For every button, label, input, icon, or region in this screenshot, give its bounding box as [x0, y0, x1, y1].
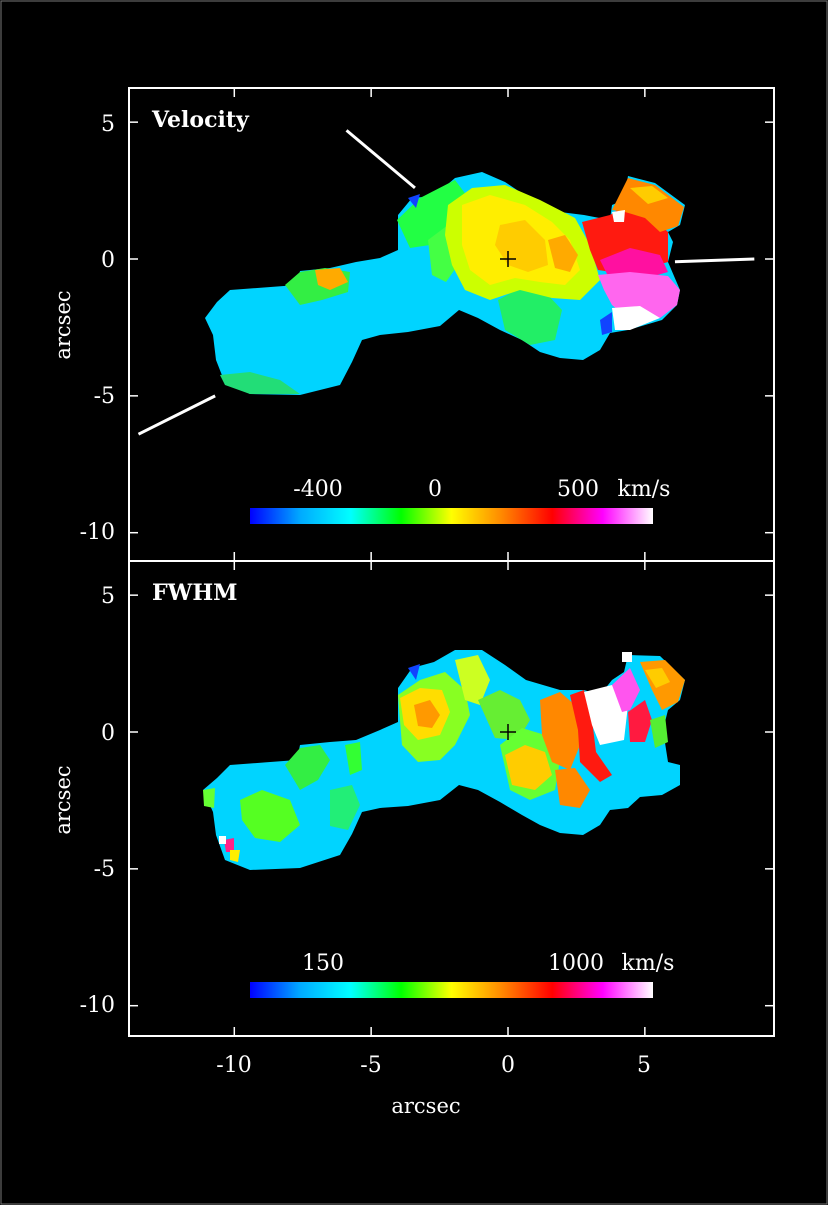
velocity-colorbar-unit: km/s — [618, 477, 671, 502]
velocity-panel-title: Velocity — [151, 107, 250, 133]
fwhm-map-region — [414, 700, 440, 728]
velocity-ytick-label: 5 — [101, 112, 115, 137]
annotation-lines — [137, 129, 755, 436]
annotation-line — [137, 394, 216, 436]
fwhm-colorbar-tick: 150 — [302, 951, 344, 976]
fwhm-xtick-label: -5 — [360, 1053, 381, 1078]
fwhm-map-region — [330, 785, 360, 830]
fwhm-ytick-label: 0 — [101, 721, 115, 746]
center-marker — [500, 251, 516, 267]
fwhm-xtick-label: 5 — [637, 1053, 651, 1078]
fwhm-map-region — [612, 668, 640, 712]
velocity-map-region — [600, 312, 612, 335]
fwhm-map-region — [505, 745, 552, 790]
fwhm-map-region — [455, 655, 490, 705]
velocity-ytick-label: 0 — [101, 248, 115, 273]
fwhm-map-region — [408, 664, 420, 680]
fwhm-map-region — [478, 690, 530, 740]
velocity-ticks — [129, 88, 774, 561]
velocity-colorbar-tick: -400 — [293, 477, 342, 502]
fwhm-colorbar-unit: km/s — [622, 951, 675, 976]
fwhm-map-region — [628, 700, 652, 742]
velocity-colorbar-tick: 0 — [428, 477, 442, 502]
velocity-map-region — [612, 210, 625, 222]
velocity-map-region — [612, 178, 684, 232]
velocity-ytick-label: -5 — [94, 384, 115, 409]
fwhm-ticks — [129, 561, 774, 1036]
fwhm-map-region — [622, 652, 632, 662]
velocity-map-region — [548, 235, 578, 272]
velocity-map-region — [408, 194, 420, 208]
velocity-map-region — [612, 306, 660, 330]
fwhm-map-region — [555, 768, 590, 808]
fwhm-plot-frame — [128, 560, 775, 1037]
fwhm-map-region — [345, 742, 362, 775]
fwhm-map-region — [230, 850, 240, 862]
velocity-map-region — [498, 288, 562, 345]
velocity-map-region — [315, 268, 348, 290]
velocity-ytick-label: -10 — [80, 520, 115, 545]
annotation-line — [345, 129, 416, 189]
fwhm-map-region — [203, 788, 215, 808]
x-axis-label: arcsec — [391, 1094, 460, 1118]
fwhm-panel-title: FWHM — [152, 580, 237, 606]
fwhm-map — [203, 650, 685, 870]
velocity-map-region — [630, 186, 668, 204]
fwhm-map-region — [645, 668, 670, 688]
fwhm-ytick-label: 5 — [101, 584, 115, 609]
fwhm-map-region — [240, 790, 300, 842]
center-marker — [500, 724, 516, 740]
fwhm-colorbar — [250, 982, 653, 998]
velocity-y-axis-label: arcsec — [51, 290, 75, 359]
fwhm-ytick-label: -5 — [94, 857, 115, 882]
annotation-line — [674, 257, 755, 264]
fwhm-map-region — [219, 836, 226, 844]
velocity-map-region — [220, 372, 300, 394]
fwhm-map-region — [650, 715, 668, 748]
fwhm-xtick-label: -10 — [216, 1053, 251, 1078]
velocity-map-region — [397, 180, 470, 248]
velocity-panel: 5 0 -5 -10 arcsec Velocity -400 0 500 km… — [51, 87, 775, 562]
fwhm-xtick-label: 0 — [501, 1053, 515, 1078]
fwhm-ytick-label: -10 — [80, 993, 115, 1018]
velocity-colorbar — [250, 508, 653, 524]
fwhm-map-region — [224, 838, 234, 852]
velocity-colorbar-tick: 500 — [557, 477, 599, 502]
fwhm-map-region — [285, 745, 330, 790]
fwhm-y-axis-label: arcsec — [51, 765, 75, 834]
velocity-map-region — [600, 248, 668, 280]
fwhm-map-region — [570, 690, 612, 782]
fwhm-map-region — [540, 692, 582, 770]
fwhm-map-region — [584, 685, 628, 745]
fwhm-colorbar-tick: 1000 — [548, 951, 604, 976]
fwhm-panel: 5 0 -5 -10 -10 -5 0 5 arcsec arcsec FWHM… — [51, 560, 775, 1118]
